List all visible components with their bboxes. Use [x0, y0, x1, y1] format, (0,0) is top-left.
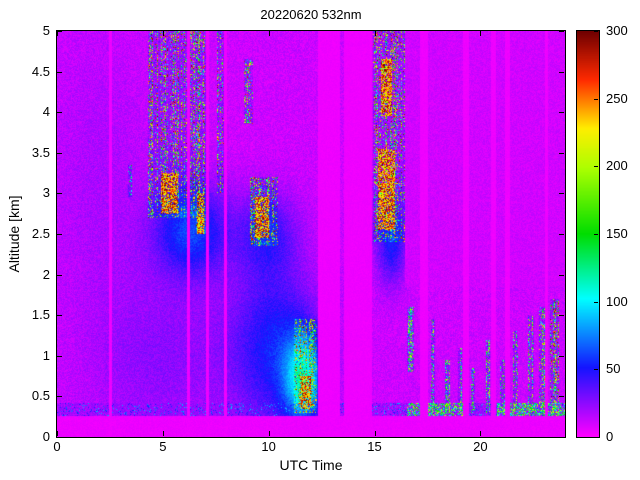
colorbar-tick-label: 250 [606, 90, 628, 106]
colorbar-tick-label: 300 [606, 23, 628, 38]
colorbar-tick-label: 50 [606, 361, 621, 377]
y-tick-label: 2 [42, 266, 50, 282]
colorbar [576, 30, 600, 438]
y-tick [57, 437, 62, 438]
y-tick [57, 31, 62, 32]
y-tick-label: 2.5 [31, 226, 50, 241]
colorbar-tick [594, 98, 598, 100]
chart-title: 20220620 532nm [260, 7, 362, 22]
y-tick-label: 4.5 [31, 63, 50, 79]
y-tick-label: 3.5 [31, 144, 50, 160]
y-tick [559, 193, 564, 195]
y-tick [57, 274, 62, 276]
y-tick [559, 112, 564, 114]
x-tick [162, 431, 164, 436]
x-tick [268, 31, 270, 36]
colorbar-tick-label: 150 [606, 226, 628, 241]
y-tick-label: 0.5 [31, 388, 50, 404]
x-tick-label: 10 [261, 439, 276, 454]
colorbar-canvas [577, 31, 599, 437]
colorbar-tick [594, 301, 598, 303]
y-tick [559, 71, 564, 73]
y-tick-label: 1 [42, 347, 50, 363]
x-tick [480, 31, 482, 36]
y-tick [559, 396, 564, 398]
y-tick [57, 396, 62, 398]
x-tick [57, 431, 58, 436]
y-axis-label: Altitude [km] [6, 195, 22, 273]
x-tick [162, 31, 164, 36]
x-axis-label: UTC Time [279, 457, 343, 473]
y-tick [559, 31, 564, 32]
heatmap-canvas [57, 31, 565, 437]
y-tick [57, 71, 62, 73]
x-tick-label: 0 [53, 439, 61, 454]
y-tick-label: 5 [42, 23, 50, 38]
y-tick [57, 234, 62, 235]
y-tick-label: 4 [42, 104, 50, 120]
colorbar-tick [594, 31, 598, 32]
y-tick [559, 315, 564, 317]
x-tick [57, 31, 58, 36]
colorbar-tick [594, 437, 598, 438]
x-tick [268, 431, 270, 436]
colorbar-tick-label: 200 [606, 158, 628, 174]
x-tick-label: 5 [159, 439, 167, 454]
y-tick [57, 315, 62, 317]
x-tick-label: 15 [367, 439, 382, 454]
colorbar-tick [594, 234, 598, 235]
colorbar-tick-label: 100 [606, 293, 628, 309]
colorbar-tick-label: 0 [606, 429, 614, 444]
y-tick [57, 193, 62, 195]
y-tick [57, 355, 62, 357]
y-tick [559, 274, 564, 276]
y-tick [57, 152, 62, 154]
x-tick-label: 20 [473, 439, 488, 454]
y-tick [559, 437, 564, 438]
x-tick [374, 31, 376, 36]
x-tick [480, 431, 482, 436]
colorbar-tick [594, 369, 598, 371]
y-tick [559, 355, 564, 357]
y-tick [559, 152, 564, 154]
y-tick-label: 3 [42, 185, 50, 201]
y-tick-label: 1.5 [31, 307, 50, 323]
y-tick [559, 234, 564, 235]
x-tick [374, 431, 376, 436]
y-tick [57, 112, 62, 114]
colorbar-tick [594, 166, 598, 168]
plot-area [56, 30, 566, 438]
y-tick-label: 0 [42, 429, 50, 444]
